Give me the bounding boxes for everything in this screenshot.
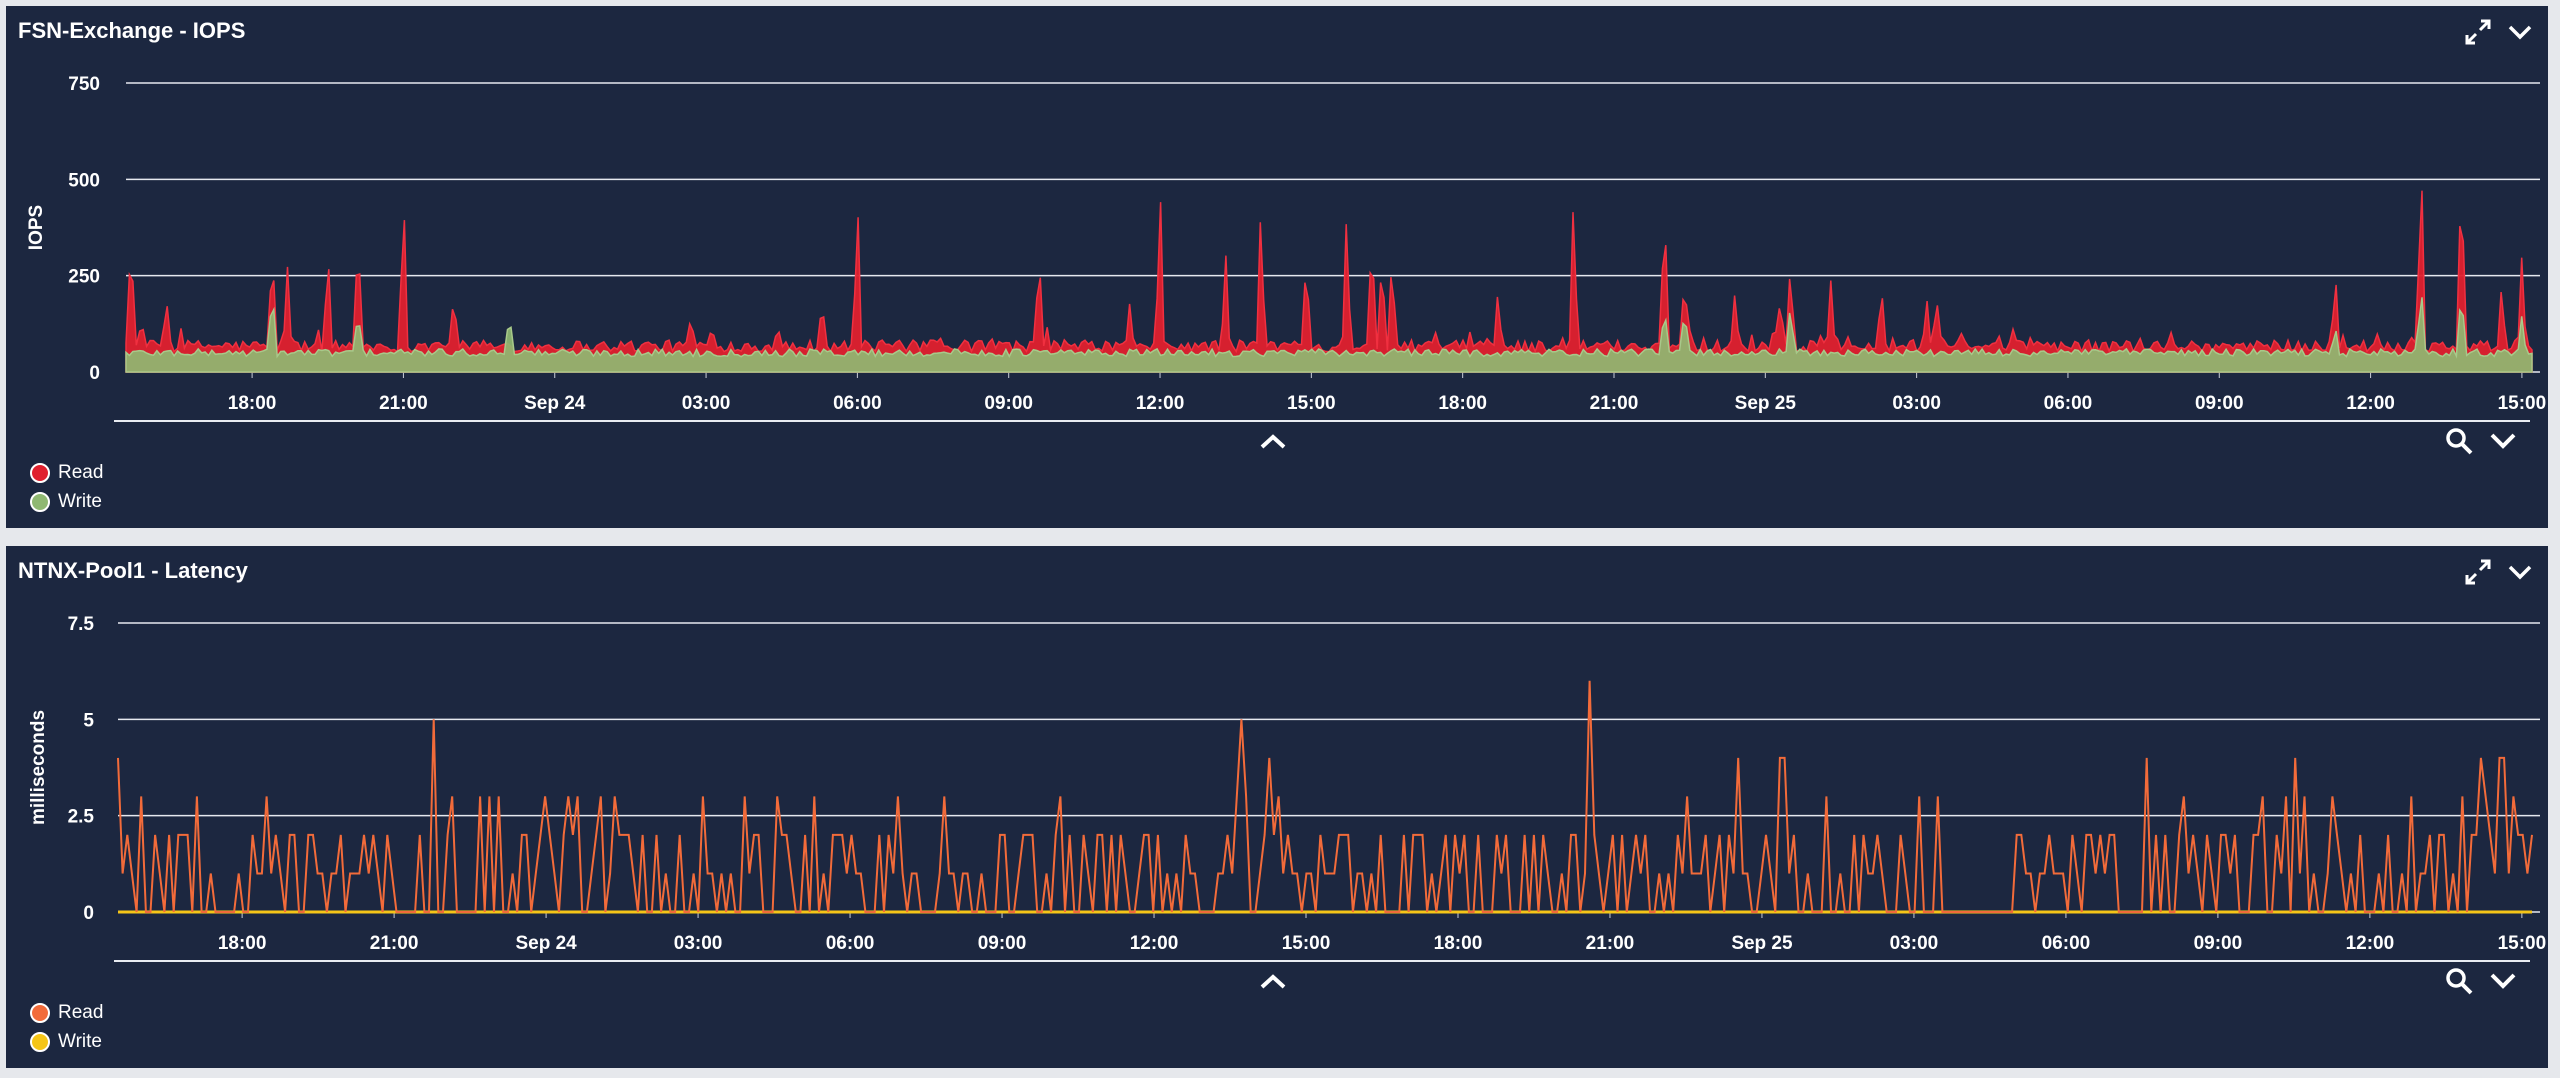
- x-tick-label: 18:00: [1434, 933, 1483, 954]
- series-area-read: [125, 190, 2533, 373]
- x-tick-label: 21:00: [370, 933, 419, 954]
- chevron-down-icon[interactable]: [2504, 556, 2536, 588]
- x-tick-label: 12:00: [1136, 393, 1185, 414]
- legend-swatch: [30, 462, 50, 483]
- legend-label: Read: [58, 1001, 104, 1023]
- x-tick-label: 15:00: [2498, 933, 2547, 954]
- x-tick-label: 15:00: [1287, 393, 1336, 414]
- x-tick-label: 06:00: [826, 933, 875, 954]
- y-tick-label: 0: [89, 363, 100, 384]
- expand-icon[interactable]: [2462, 556, 2494, 588]
- chevron-down-icon[interactable]: [2488, 428, 2518, 454]
- x-tick-label: 03:00: [682, 393, 731, 414]
- y-axis-label: milliseconds: [28, 710, 49, 825]
- x-tick-label: 12:00: [1130, 933, 1179, 954]
- iops-panel: FSN-Exchange - IOPS 750 500 250 0 IOPS 18:00 2…: [6, 6, 2548, 528]
- latency-panel: NTNX-Pool1 - Latency 7.5 5 2.5 0 millisecond…: [6, 546, 2548, 1068]
- y-tick-label: 500: [68, 170, 100, 191]
- x-tick-label: 09:00: [984, 393, 1033, 414]
- x-tick-label: 12:00: [2346, 393, 2395, 414]
- legend-label: Read: [58, 461, 104, 483]
- legend-item-write[interactable]: Write: [30, 1027, 103, 1056]
- x-tick-label: 03:00: [1890, 933, 1939, 954]
- legend-label: Write: [58, 490, 102, 512]
- divider: [114, 420, 2530, 422]
- legend-label: Write: [58, 1030, 102, 1052]
- x-tick-label: 09:00: [2195, 393, 2244, 414]
- x-tick-label: 18:00: [1438, 393, 1487, 414]
- y-tick-label: 5: [83, 710, 94, 731]
- x-tick-label: 09:00: [2194, 933, 2243, 954]
- chevron-down-icon[interactable]: [2488, 968, 2518, 994]
- panel-title: NTNX-Pool1 - Latency: [18, 558, 248, 583]
- expand-icon[interactable]: [2462, 16, 2494, 48]
- x-tick-label: Sep 24: [515, 933, 577, 954]
- legend-item-read[interactable]: Read: [30, 458, 103, 487]
- x-tick-label: 06:00: [2044, 393, 2093, 414]
- x-tick-label: 21:00: [379, 393, 428, 414]
- x-tick-label: 09:00: [978, 933, 1027, 954]
- x-tick-label: 18:00: [228, 393, 277, 414]
- panel-title: FSN-Exchange - IOPS: [18, 18, 246, 43]
- x-tick-label: 12:00: [2346, 933, 2395, 954]
- legend-swatch: [30, 1002, 50, 1023]
- x-tick-label: Sep 25: [1731, 933, 1793, 954]
- x-tick-label: 21:00: [1586, 933, 1635, 954]
- legend: Read Write: [30, 458, 103, 516]
- y-tick-label: 2.5: [68, 807, 95, 828]
- legend-item-write[interactable]: Write: [30, 487, 103, 516]
- search-icon[interactable]: [2444, 426, 2474, 456]
- legend: Read Write: [30, 998, 103, 1056]
- y-axis-label: IOPS: [26, 205, 47, 250]
- x-tick-label: Sep 24: [524, 393, 586, 414]
- y-tick-label: 250: [68, 267, 100, 288]
- chevron-down-icon[interactable]: [2504, 16, 2536, 48]
- chevron-up-icon[interactable]: [1258, 970, 1288, 992]
- legend-swatch: [30, 1031, 50, 1052]
- x-tick-label: 06:00: [833, 393, 882, 414]
- legend-item-read[interactable]: Read: [30, 998, 103, 1027]
- y-tick-label: 0: [83, 903, 94, 924]
- x-tick-label: 03:00: [674, 933, 723, 954]
- latency-chart: 7.5 5 2.5 0 milliseconds 18:00 21:00 Sep 24 03:0…: [28, 614, 2547, 954]
- search-icon[interactable]: [2444, 966, 2474, 996]
- chevron-up-icon[interactable]: [1258, 430, 1288, 452]
- x-tick-label: 21:00: [1590, 393, 1639, 414]
- iops-chart: 750 500 250 0 IOPS 18:00 21:00 Sep 24 03:00 06:00…: [26, 74, 2547, 414]
- series-line-read: [117, 680, 2533, 913]
- y-tick-label: 7.5: [68, 614, 95, 635]
- y-tick-label: 750: [68, 74, 100, 95]
- series-area-write: [125, 297, 2533, 373]
- x-tick-label: 15:00: [1282, 933, 1331, 954]
- x-tick-label: Sep 25: [1735, 393, 1797, 414]
- x-tick-label: 15:00: [2498, 393, 2547, 414]
- x-tick-label: 06:00: [2042, 933, 2091, 954]
- divider: [114, 960, 2530, 962]
- x-tick-label: 03:00: [1892, 393, 1941, 414]
- legend-swatch: [30, 491, 50, 512]
- x-tick-label: 18:00: [218, 933, 267, 954]
